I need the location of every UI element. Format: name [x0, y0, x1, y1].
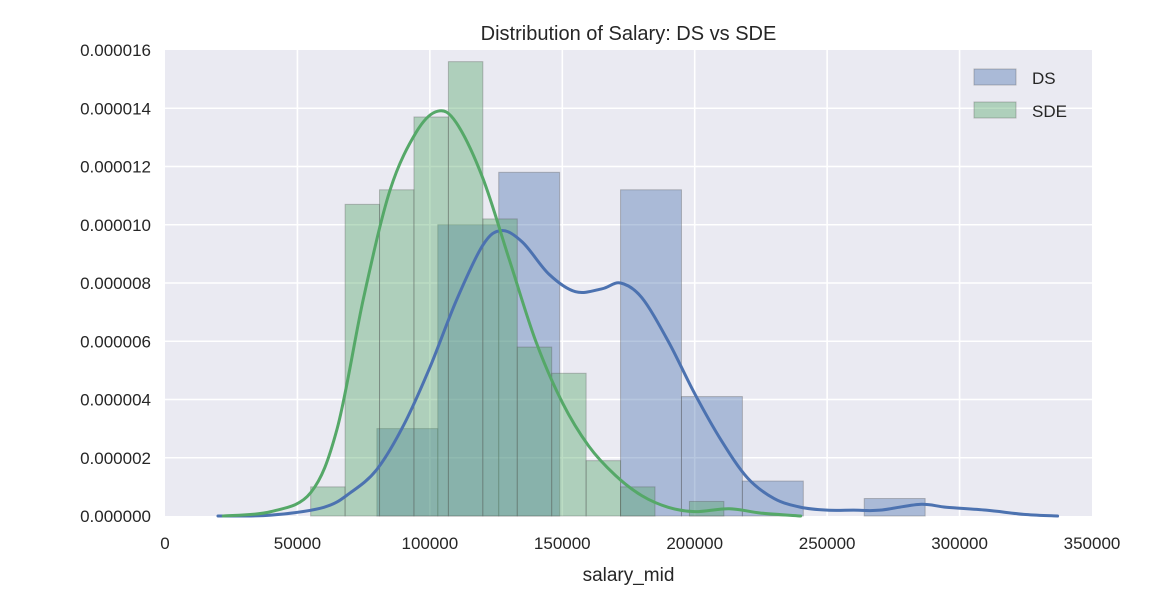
x-tick-label: 250000 — [799, 534, 856, 553]
sde-histogram-bar — [447, 61, 484, 517]
sde-histogram-bar — [516, 346, 553, 517]
x-axis-label: salary_mid — [583, 565, 675, 586]
y-tick-label: 0.000006 — [80, 332, 151, 351]
y-tick-label: 0.000000 — [80, 507, 151, 526]
ds-histogram-bar — [620, 189, 682, 517]
sde-histogram-bar — [413, 116, 449, 517]
sde-kde-line — [221, 109, 803, 518]
legend-swatch-sde — [973, 101, 1017, 119]
sde-histogram-bar — [379, 189, 415, 517]
x-tick-label: 200000 — [666, 534, 723, 553]
sde-histogram-bar — [551, 372, 587, 517]
y-tick-label: 0.000014 — [80, 99, 151, 118]
chart-title: Distribution of Salary: DS vs SDE — [481, 23, 777, 45]
x-tick-label: 150000 — [534, 534, 591, 553]
histogram-bars — [310, 61, 926, 517]
x-tick-label: 50000 — [274, 534, 321, 553]
x-tick-label: 350000 — [1064, 534, 1121, 553]
x-axis-ticks: 0 50000 100000 150000 200000 250000 300000 3500… — [160, 534, 1120, 553]
y-tick-label: 0.000016 — [80, 41, 151, 60]
kde-curves — [216, 109, 1060, 518]
y-tick-label: 0.000012 — [80, 158, 151, 177]
y-tick-label: 0.000008 — [80, 274, 151, 293]
legend-label-sde: SDE — [1032, 102, 1067, 121]
x-tick-label: 0 — [160, 534, 169, 553]
legend: DS SDE — [973, 68, 1067, 121]
y-tick-label: 0.000004 — [80, 391, 151, 410]
ds-kde-line — [216, 229, 1060, 518]
sde-histogram-bar — [585, 460, 622, 517]
legend-swatch-ds — [973, 68, 1017, 86]
ds-histogram-bar — [376, 428, 439, 517]
grid-lines — [165, 50, 1092, 516]
legend-label-ds: DS — [1032, 69, 1056, 88]
y-tick-label: 0.000010 — [80, 216, 151, 235]
y-axis-ticks: 0.000000 0.000002 0.000004 0.000006 0.000008… — [80, 41, 151, 526]
x-tick-label: 300000 — [931, 534, 988, 553]
y-tick-label: 0.000002 — [80, 449, 151, 468]
ds-histogram-bar — [498, 171, 561, 517]
x-tick-label: 100000 — [401, 534, 458, 553]
